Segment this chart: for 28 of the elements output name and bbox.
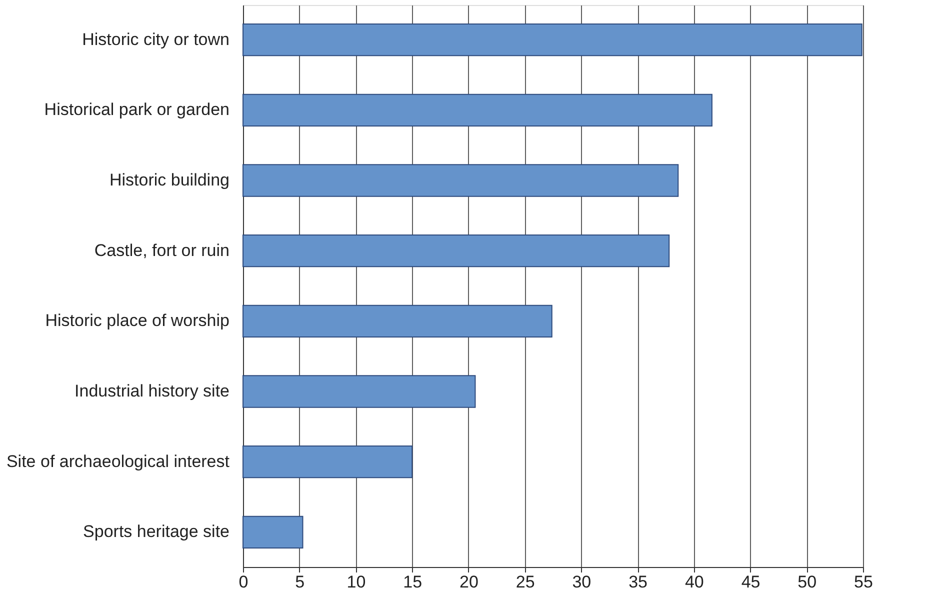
x-tick-label: 0: [238, 572, 248, 592]
x-tick-label: 50: [798, 572, 817, 592]
bar: [242, 94, 712, 126]
x-tick-label: 35: [628, 572, 648, 592]
y-tick-label: Historic place of worship: [45, 311, 230, 330]
y-tick-label: Historic city or town: [82, 30, 230, 49]
x-tick-label: 15: [403, 572, 422, 592]
x-tick-label: 25: [516, 572, 535, 592]
x-tick-label: 30: [572, 572, 592, 592]
bar: [242, 234, 670, 268]
y-tick-label: Castle, fort or ruin: [94, 240, 230, 260]
y-tick-label: Historical park or garden: [44, 100, 230, 120]
x-tick-label: 55: [854, 572, 873, 592]
bar: [242, 516, 304, 549]
x-tick-label: 45: [741, 572, 760, 592]
y-tick-label: Site of archaeological interest: [6, 452, 230, 471]
y-tick-label: Sports heritage site: [83, 522, 230, 542]
y-tick-label: Industrial history site: [74, 382, 230, 401]
x-tick-label: 5: [295, 572, 305, 592]
bar: [242, 304, 552, 338]
x-tick-label: 10: [346, 572, 366, 592]
bar: [242, 164, 679, 197]
bar: [242, 446, 413, 478]
y-tick-label: Historic building: [110, 170, 230, 190]
bar: [242, 375, 476, 408]
x-tick-label: 40: [684, 572, 704, 592]
x-tick-label: 20: [459, 572, 478, 592]
bar: [242, 23, 862, 56]
